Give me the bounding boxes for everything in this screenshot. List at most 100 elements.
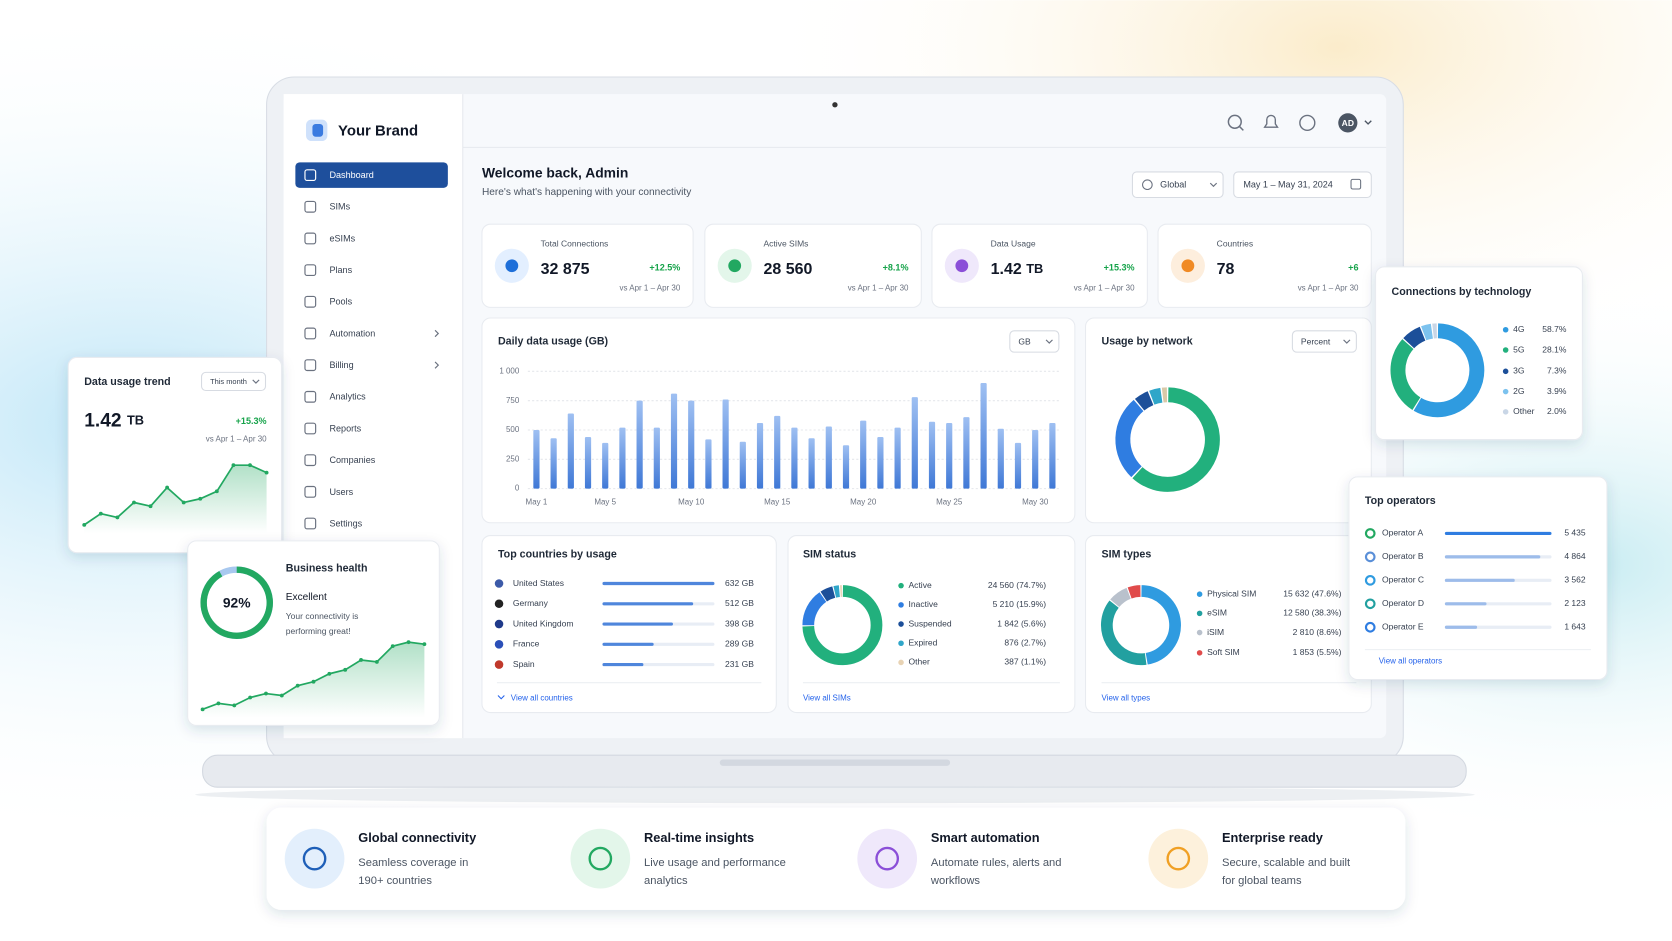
- bar: [928, 421, 936, 489]
- kpi-icon: [728, 259, 742, 273]
- sparkline-point: [98, 511, 103, 516]
- nav-item[interactable]: Companies: [329, 455, 375, 465]
- nav-item[interactable]: Analytics: [329, 392, 366, 402]
- kpi-icon: [505, 259, 519, 273]
- nav-item[interactable]: Settings: [329, 518, 362, 528]
- sparkline: [83, 464, 267, 526]
- kpi-value: 1.42 TB: [991, 261, 1044, 278]
- card-title: Data usage trend: [84, 376, 170, 388]
- dropdown-label[interactable]: Global: [1160, 180, 1186, 190]
- dropdown[interactable]: [201, 371, 267, 392]
- health-text: Your connectivity is: [286, 611, 359, 621]
- operator-name: Operator C: [1382, 575, 1424, 585]
- trend-change: +15.3%: [236, 416, 267, 426]
- donut-segment: [1132, 387, 1220, 492]
- feature-icon-bg: [284, 828, 345, 889]
- dropdown[interactable]: [1233, 171, 1372, 199]
- bar: [1014, 442, 1022, 489]
- nav-item[interactable]: Reports: [329, 423, 361, 433]
- health-text: performing great!: [286, 626, 351, 636]
- legend-value: 387 (1.1%): [1004, 657, 1046, 667]
- nav-item[interactable]: Dashboard: [329, 170, 373, 180]
- link[interactable]: View all types: [1102, 693, 1151, 702]
- kpi-label: Total Connections: [541, 239, 609, 249]
- nav-item[interactable]: eSIMs: [329, 233, 355, 243]
- kpi-card: [931, 223, 1148, 308]
- dropdown-label[interactable]: GB: [1018, 336, 1031, 346]
- bar: [550, 438, 557, 489]
- kpi-compare: vs Apr 1 – Apr 30: [1298, 283, 1359, 292]
- help-icon[interactable]: [1299, 114, 1316, 132]
- country-name: Germany: [513, 598, 549, 608]
- bar: [722, 399, 729, 489]
- legend-label: iSIM: [1207, 627, 1224, 637]
- dropdown[interactable]: [1291, 330, 1357, 353]
- sparkline-area: [84, 465, 267, 534]
- legend-label: Other: [1513, 406, 1534, 416]
- nav-item[interactable]: Automation: [329, 328, 375, 338]
- y-tick-label: 750: [506, 396, 520, 405]
- nav-item[interactable]: Users: [329, 487, 353, 497]
- kpi-icon: [955, 259, 969, 273]
- nav-item[interactable]: Plans: [329, 265, 352, 275]
- avatar[interactable]: [1338, 113, 1358, 133]
- sparkline-point: [216, 701, 221, 706]
- x-tick-label: May 1: [526, 498, 548, 507]
- donut-segment: [1101, 600, 1147, 666]
- donut-segment: [1421, 323, 1434, 341]
- dropdown-label[interactable]: This month: [210, 377, 247, 386]
- link[interactable]: View all SIMs: [803, 693, 851, 702]
- nav-item[interactable]: Billing: [329, 360, 353, 370]
- operator-name: Operator D: [1382, 598, 1424, 608]
- operator-value: 3 562: [1564, 575, 1586, 585]
- dropdown[interactable]: [1009, 330, 1060, 353]
- sparkline-point: [132, 500, 136, 505]
- sparkline-point: [264, 470, 269, 475]
- bar: [963, 417, 970, 489]
- country-name: Spain: [513, 659, 535, 669]
- kpi-card: [481, 223, 694, 308]
- kpi-change: +12.5%: [649, 262, 680, 272]
- feature-title: Real-time insights: [644, 830, 754, 845]
- x-tick-label: May 30: [1022, 498, 1049, 507]
- search-icon[interactable]: [1227, 114, 1242, 129]
- sparkline-point: [214, 489, 219, 494]
- sparkline-point: [232, 703, 237, 708]
- dropdown[interactable]: [1131, 171, 1224, 199]
- legend-label: Inactive: [909, 599, 939, 609]
- legend-dot: [1502, 347, 1509, 353]
- chart-card: [787, 535, 1076, 714]
- kpi-value-number: 78: [1217, 261, 1235, 278]
- operator-icon: [1364, 551, 1376, 563]
- nav-icon: [304, 390, 317, 403]
- card-title: Top operators: [1365, 495, 1436, 507]
- kpi-compare: vs Apr 1 – Apr 30: [620, 283, 681, 292]
- nav-item[interactable]: Pools: [329, 297, 352, 307]
- dropdown-label[interactable]: Percent: [1301, 336, 1331, 346]
- chart-title: Daily data usage (GB): [498, 335, 609, 347]
- legend-value: 12 580 (38.3%): [1283, 608, 1341, 618]
- sparkline-point: [264, 691, 268, 696]
- bar: [842, 445, 850, 489]
- nav-item[interactable]: SIMs: [329, 202, 350, 212]
- chart-title: Usage by network: [1102, 335, 1193, 347]
- legend-value: 28.1%: [1542, 344, 1567, 354]
- sparkline-point: [343, 667, 348, 672]
- link[interactable]: View all countries: [511, 693, 573, 702]
- bar: [670, 393, 678, 489]
- bell-icon[interactable]: [1263, 114, 1279, 128]
- bar: [1444, 555, 1541, 559]
- operator-value: 5 435: [1564, 528, 1586, 538]
- link[interactable]: View all operators: [1379, 656, 1442, 665]
- date-range[interactable]: May 1 – May 31, 2024: [1243, 180, 1333, 190]
- sparkline-point: [165, 485, 170, 490]
- sparkline-point: [115, 515, 120, 520]
- nav-icon: [304, 169, 317, 182]
- bar: [1049, 422, 1056, 489]
- bar: [1444, 602, 1487, 606]
- feature-icon: [302, 846, 327, 871]
- kpi-icon: [1181, 259, 1195, 273]
- bar: [808, 438, 815, 489]
- health-ring: [200, 566, 273, 639]
- laptop-shadow: [195, 786, 1475, 804]
